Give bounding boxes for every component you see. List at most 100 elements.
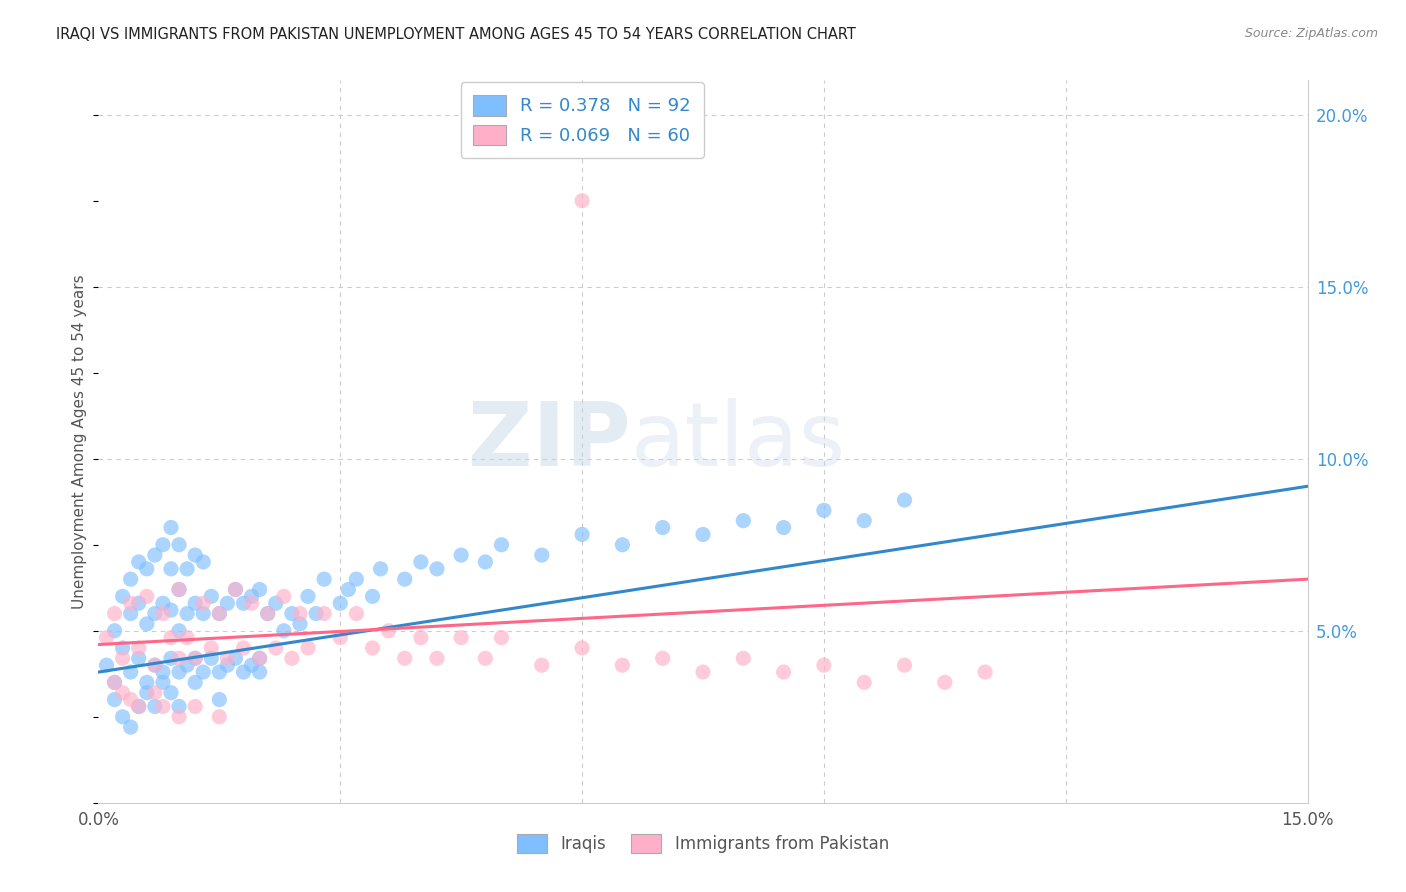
Point (281, 651, 304, 665)
Point (167, 582, 190, 597)
Point (240, 590, 263, 604)
Point (853, 675, 876, 690)
Point (160, 631, 183, 645)
Point (143, 686, 166, 700)
Point (120, 665, 142, 679)
Point (264, 640, 287, 655)
Point (305, 607, 328, 621)
Point (152, 675, 174, 690)
Point (103, 675, 125, 690)
Point (160, 603, 183, 617)
Point (176, 562, 198, 576)
Point (344, 572, 367, 586)
Point (184, 596, 207, 610)
Point (426, 562, 449, 576)
Point (184, 675, 207, 690)
Point (273, 624, 295, 638)
Point (273, 590, 295, 604)
Point (128, 699, 150, 714)
Point (167, 538, 190, 552)
Point (135, 675, 157, 690)
Point (111, 651, 134, 665)
Point (167, 710, 190, 724)
Point (103, 675, 125, 690)
Point (249, 651, 271, 665)
Point (200, 651, 222, 665)
Point (240, 596, 263, 610)
Point (160, 562, 183, 576)
Point (530, 548, 553, 562)
Point (853, 514, 876, 528)
Point (208, 692, 231, 706)
Point (135, 686, 157, 700)
Point (128, 596, 150, 610)
Point (426, 651, 449, 665)
Point (571, 194, 593, 208)
Point (224, 582, 246, 597)
Text: Source: ZipAtlas.com: Source: ZipAtlas.com (1244, 27, 1378, 40)
Point (314, 607, 336, 621)
Point (184, 651, 207, 665)
Point (167, 699, 190, 714)
Point (184, 651, 207, 665)
Point (232, 596, 254, 610)
Point (491, 631, 513, 645)
Point (491, 538, 513, 552)
Point (167, 665, 190, 679)
Point (208, 710, 231, 724)
Point (692, 527, 714, 541)
Point (143, 658, 166, 673)
Point (314, 572, 336, 586)
Point (160, 520, 183, 534)
Point (409, 555, 432, 569)
Point (377, 624, 399, 638)
Point (651, 651, 673, 665)
Point (530, 658, 553, 673)
Point (733, 651, 755, 665)
Point (167, 624, 190, 638)
Point (217, 596, 239, 610)
Point (474, 555, 496, 569)
Point (135, 562, 157, 576)
Point (224, 582, 246, 597)
Point (450, 631, 472, 645)
Point (217, 658, 239, 673)
Point (208, 607, 231, 621)
Point (128, 651, 150, 665)
Point (152, 699, 174, 714)
Point (193, 665, 215, 679)
Point (184, 548, 207, 562)
Point (135, 616, 157, 631)
Point (143, 699, 166, 714)
Point (120, 692, 142, 706)
Point (249, 651, 271, 665)
Point (297, 590, 319, 604)
Point (120, 720, 142, 734)
Point (692, 665, 714, 679)
Point (176, 658, 198, 673)
Point (344, 607, 367, 621)
Point (128, 640, 150, 655)
Point (135, 590, 157, 604)
Point (264, 596, 287, 610)
Point (281, 607, 304, 621)
Point (128, 699, 150, 714)
Point (297, 640, 319, 655)
Point (120, 572, 142, 586)
Point (394, 651, 416, 665)
Point (394, 572, 416, 586)
Text: ZIP: ZIP (468, 398, 630, 485)
Point (217, 651, 239, 665)
Point (96, 631, 118, 645)
Point (288, 616, 311, 631)
Point (111, 710, 134, 724)
Point (370, 562, 392, 576)
Point (111, 686, 134, 700)
Point (813, 503, 835, 517)
Point (288, 607, 311, 621)
Point (111, 590, 134, 604)
Point (329, 596, 352, 610)
Point (193, 596, 215, 610)
Point (167, 651, 190, 665)
Point (450, 548, 472, 562)
